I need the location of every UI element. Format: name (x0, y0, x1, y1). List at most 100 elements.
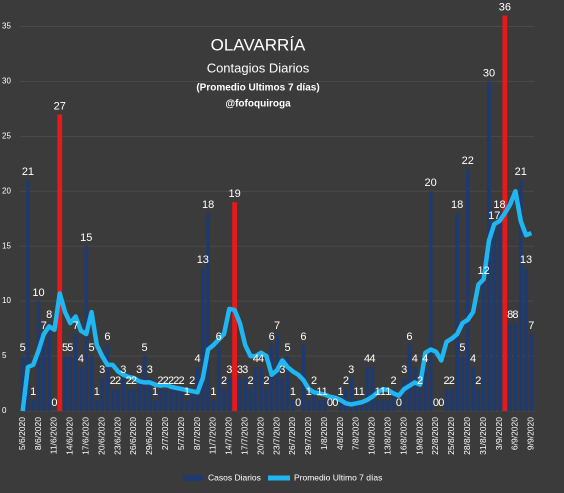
x-tick-label: 5/6/2020 (17, 417, 27, 450)
data-label: 0 (51, 397, 57, 409)
x-tick-label: 10/8/2020 (367, 417, 377, 455)
bar (402, 378, 407, 411)
bar (222, 389, 226, 411)
data-label: 27 (54, 100, 66, 112)
bar (200, 268, 205, 411)
x-tick-label: 9/9/2020 (526, 417, 536, 450)
data-label: 2 (131, 375, 137, 387)
data-label: 17 (488, 210, 500, 222)
x-tick-label: 11/6/2020 (49, 417, 59, 454)
data-label: 3 (237, 364, 243, 376)
x-tick-label: 29/7/2020 (303, 417, 313, 455)
bar (89, 356, 94, 411)
bar (291, 400, 295, 411)
data-label: 2 (475, 375, 481, 387)
data-label: 4 (194, 353, 200, 365)
x-tick-label: 14/7/2020 (224, 417, 234, 455)
data-label: 7 (274, 320, 280, 332)
data-label: 8 (512, 309, 518, 321)
bar (285, 356, 290, 411)
bar (31, 400, 36, 411)
bar (174, 389, 179, 411)
bar (381, 400, 385, 411)
data-label: 6 (216, 331, 222, 343)
data-label: 2 (163, 375, 169, 387)
data-label: 2 (115, 375, 121, 387)
bar (147, 378, 152, 411)
data-label: 3 (99, 364, 105, 376)
bar (529, 334, 534, 411)
average-line (20, 189, 533, 412)
x-tick-label: 8/6/2020 (33, 417, 43, 450)
data-label: 0 (332, 397, 338, 409)
data-label: 1 (375, 386, 381, 398)
data-label: 7 (528, 320, 534, 332)
x-tick-label: 20/6/2020 (96, 417, 106, 455)
bar (153, 400, 157, 411)
data-label: 3 (226, 364, 232, 376)
x-tick-label: 31/8/2020 (478, 417, 488, 455)
bar (423, 367, 428, 411)
data-label: 2 (168, 375, 174, 387)
data-label: 5 (285, 342, 291, 354)
bar (68, 356, 73, 411)
data-label: 3 (279, 364, 285, 376)
data-label: 18 (451, 199, 463, 211)
x-tick-label: 11/7/2020 (208, 417, 218, 454)
x-tick-label: 26/6/2020 (128, 417, 138, 455)
chart-author: @fofoquiroga (225, 99, 291, 110)
data-label: 1 (359, 386, 365, 398)
bar (179, 389, 184, 411)
bar (248, 389, 253, 411)
bar (497, 213, 502, 411)
bar (79, 367, 83, 411)
bar (63, 356, 67, 411)
data-label: 13 (520, 254, 532, 266)
data-label: 2 (391, 375, 397, 387)
bar (110, 389, 115, 411)
data-label: 2 (173, 375, 179, 387)
bar (412, 367, 417, 411)
bar (100, 378, 104, 411)
data-label: 4 (258, 353, 264, 365)
data-label: 1 (290, 386, 296, 398)
x-tick-label: 19/8/2020 (414, 417, 424, 455)
data-label: 1 (338, 386, 344, 398)
y-tick-label: 0 (2, 406, 7, 415)
x-tick-label: 8/7/2020 (192, 417, 202, 450)
bar (206, 213, 210, 411)
data-label: 2 (263, 375, 269, 387)
data-label: 18 (493, 199, 505, 211)
bar (444, 389, 449, 411)
data-label: 22 (462, 155, 474, 167)
bar (47, 323, 51, 411)
bar (216, 345, 221, 411)
x-tick-label: 6/9/2020 (510, 417, 520, 450)
bar (132, 389, 136, 411)
y-tick-label: 20 (2, 186, 11, 195)
data-label: 21 (515, 166, 527, 178)
bar (418, 389, 422, 411)
bar (322, 400, 327, 411)
bar (365, 367, 369, 411)
bar (370, 367, 375, 411)
data-label: 0 (396, 397, 402, 409)
y-tick-label: 15 (2, 241, 11, 250)
legend-swatch (183, 475, 203, 481)
data-label: 36 (499, 1, 511, 13)
legend-label: Casos Diarios (208, 472, 261, 482)
chart-title: OLAVARRÍA (211, 35, 306, 54)
data-label: 1 (353, 386, 359, 398)
data-label: 18 (202, 199, 214, 211)
bar (163, 389, 168, 411)
bar (465, 169, 470, 411)
data-label: 6 (269, 331, 275, 343)
bar (94, 400, 99, 411)
data-label: 15 (80, 232, 92, 244)
bar (476, 389, 481, 411)
y-tick-label: 5 (2, 351, 7, 360)
bar (116, 389, 120, 411)
data-label: 0 (438, 397, 444, 409)
data-label: 0 (295, 397, 301, 409)
